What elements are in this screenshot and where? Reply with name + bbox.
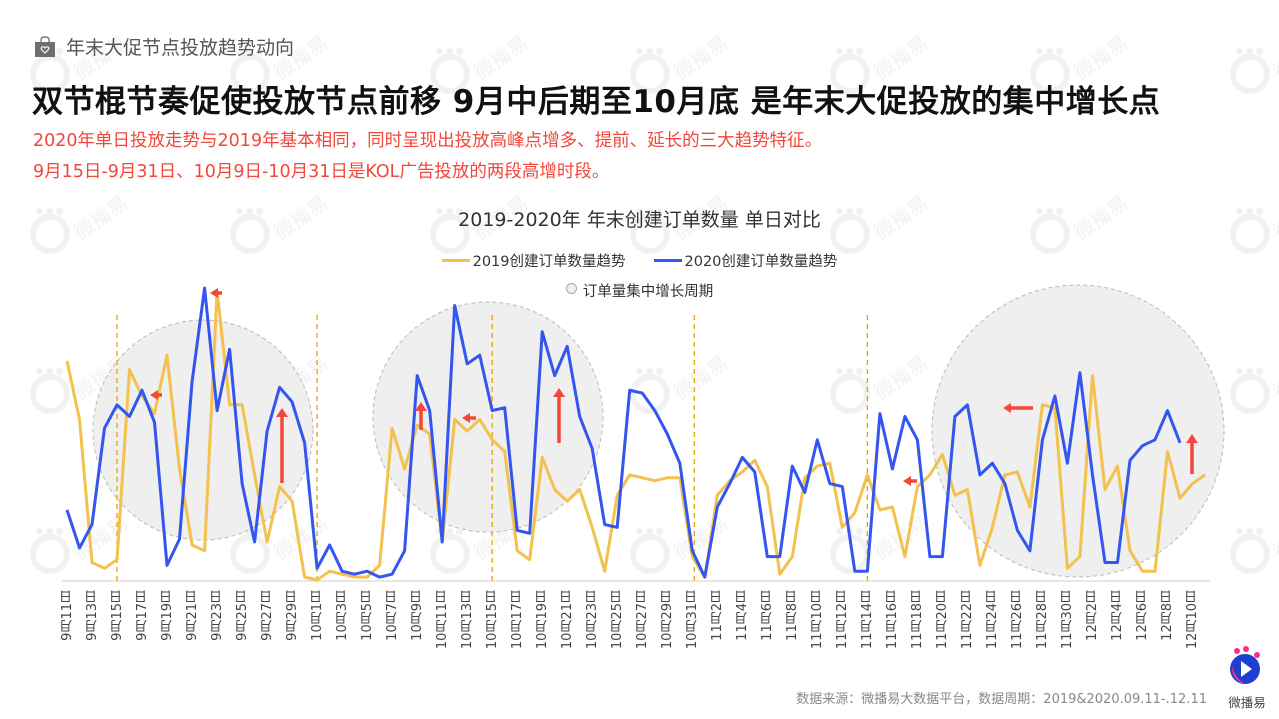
legend-label-2019: 2019创建订单数量趋势 xyxy=(472,254,626,270)
x-tick-label: 10月19日 xyxy=(534,590,550,650)
arrow-up-icon xyxy=(415,402,427,430)
page-headline: 双节棍节奏促使投放节点前移 9月中后期至10月底 是年末大促投放的集中增长点 xyxy=(32,84,1161,120)
x-tick-label: 9月23日 xyxy=(209,590,225,641)
x-tick-label: 10月5日 xyxy=(359,590,375,641)
chart-legend-period: 订单量集中增长周期 xyxy=(0,280,1279,301)
x-tick-label: 11月10日 xyxy=(809,590,825,650)
x-tick-label: 11月14日 xyxy=(859,590,875,650)
x-tick-label: 9月17日 xyxy=(134,590,150,641)
series-2020-line xyxy=(65,286,1182,579)
brand-name: 微播易 xyxy=(1228,695,1266,710)
chart-legend: 2019创建订单数量趋势 2020创建订单数量趋势 xyxy=(0,250,1279,271)
x-tick-label: 9月27日 xyxy=(259,590,275,641)
subtitle-line-2: 9月15日-9月31日、10月9日-10月31日是KOL广告投放的两段高增时段。 xyxy=(33,162,610,182)
x-tick-label: 10月29日 xyxy=(659,590,675,650)
arrow-left-icon xyxy=(210,288,222,298)
x-tick-label: 11月30日 xyxy=(1059,590,1075,650)
legend-label-period: 订单量集中增长周期 xyxy=(582,284,714,300)
subtitle-line-1: 2020年单日投放走势与2019年基本相同，同时呈现出投放高峰点增多、提前、延长… xyxy=(33,131,823,151)
x-tick-label: 11月24日 xyxy=(984,590,1000,650)
x-tick-label: 10月3日 xyxy=(334,590,350,641)
x-tick-label: 9月11日 xyxy=(59,590,75,641)
x-tick-label: 11月26日 xyxy=(1009,590,1025,650)
x-tick-label: 10月9日 xyxy=(409,590,425,641)
growth-period-circle xyxy=(931,284,1225,578)
legend-item-2020: 2020创建订单数量趋势 xyxy=(653,250,838,271)
x-tick-label: 10月7日 xyxy=(384,590,400,641)
x-tick-label: 11月18日 xyxy=(909,590,925,650)
x-tick-label: 9月25日 xyxy=(234,590,250,641)
arrow-left-icon xyxy=(1003,403,1033,413)
series-2019-line xyxy=(65,289,1206,582)
x-tick-label: 12月8日 xyxy=(1159,590,1175,641)
data-source-note: 数据来源：微播易大数据平台，数据周期：2019&2020.09.11-.12.1… xyxy=(796,692,1207,707)
x-tick-label: 9月19日 xyxy=(159,590,175,641)
x-tick-label: 11月6日 xyxy=(759,590,775,641)
legend-item-2019: 2019创建订单数量趋势 xyxy=(441,250,626,271)
x-tick-label: 11月22日 xyxy=(959,590,975,650)
legend-swatch-2020 xyxy=(653,259,682,262)
arrow-up-icon xyxy=(553,388,565,443)
chart-title: 2019-2020年 年末创建订单数量 单日对比 xyxy=(458,209,821,231)
circle-legend-icon xyxy=(565,283,577,294)
x-tick-label: 11月28日 xyxy=(1034,590,1050,650)
x-tick-label: 10月1日 xyxy=(309,590,325,641)
x-tick-label: 10月17日 xyxy=(509,590,525,650)
x-tick-label: 9月15日 xyxy=(109,590,125,641)
legend-label-2020: 2020创建订单数量趋势 xyxy=(684,254,838,270)
arrow-up-icon xyxy=(1186,434,1198,474)
x-tick-label: 10月25日 xyxy=(609,590,625,650)
shopping-bag-heart-icon xyxy=(34,35,56,58)
x-axis-labels: 9月11日 9月13日 9月15日 9月17日 9月19日 9月21日 9月23日 9月25日… xyxy=(0,590,1279,670)
x-tick-label: 10月15日 xyxy=(484,590,500,650)
arrow-left-icon xyxy=(903,476,917,486)
x-tick-label: 10月13日 xyxy=(459,590,475,650)
arrow-left-icon xyxy=(462,413,476,423)
x-tick-label: 10月21日 xyxy=(559,590,575,650)
x-tick-label: 10月11日 xyxy=(434,590,450,650)
x-tick-label: 12月2日 xyxy=(1084,590,1100,641)
x-tick-label: 10月27日 xyxy=(634,590,650,650)
x-tick-label: 11月20日 xyxy=(934,590,950,650)
x-tick-label: 12月6日 xyxy=(1134,590,1150,641)
growth-period-circle xyxy=(372,301,604,533)
legend-swatch-2019 xyxy=(441,259,470,262)
x-tick-label: 12月4日 xyxy=(1109,590,1125,641)
x-tick-label: 10月31日 xyxy=(684,590,700,650)
x-tick-label: 11月8日 xyxy=(784,590,800,641)
weiboyi-play-logo-icon xyxy=(1230,646,1260,684)
arrow-left-icon xyxy=(150,390,162,400)
arrow-up-icon xyxy=(276,408,288,483)
section-tag-text: 年末大促节点投放趋势动向 xyxy=(66,37,295,59)
x-tick-label: 11月12日 xyxy=(834,590,850,650)
brand-logo: 微播易 xyxy=(1222,646,1272,711)
x-tick-label: 11月4日 xyxy=(734,590,750,641)
x-tick-label: 9月29日 xyxy=(284,590,300,641)
x-tick-label: 12月10日 xyxy=(1184,590,1200,650)
x-tick-label: 9月13日 xyxy=(84,590,100,641)
x-tick-label: 9月21日 xyxy=(184,590,200,641)
x-tick-label: 10月23日 xyxy=(584,590,600,650)
x-tick-label: 11月16日 xyxy=(884,590,900,650)
section-tag: 年末大促节点投放趋势动向 xyxy=(34,33,294,60)
x-tick-label: 11月2日 xyxy=(709,590,725,641)
